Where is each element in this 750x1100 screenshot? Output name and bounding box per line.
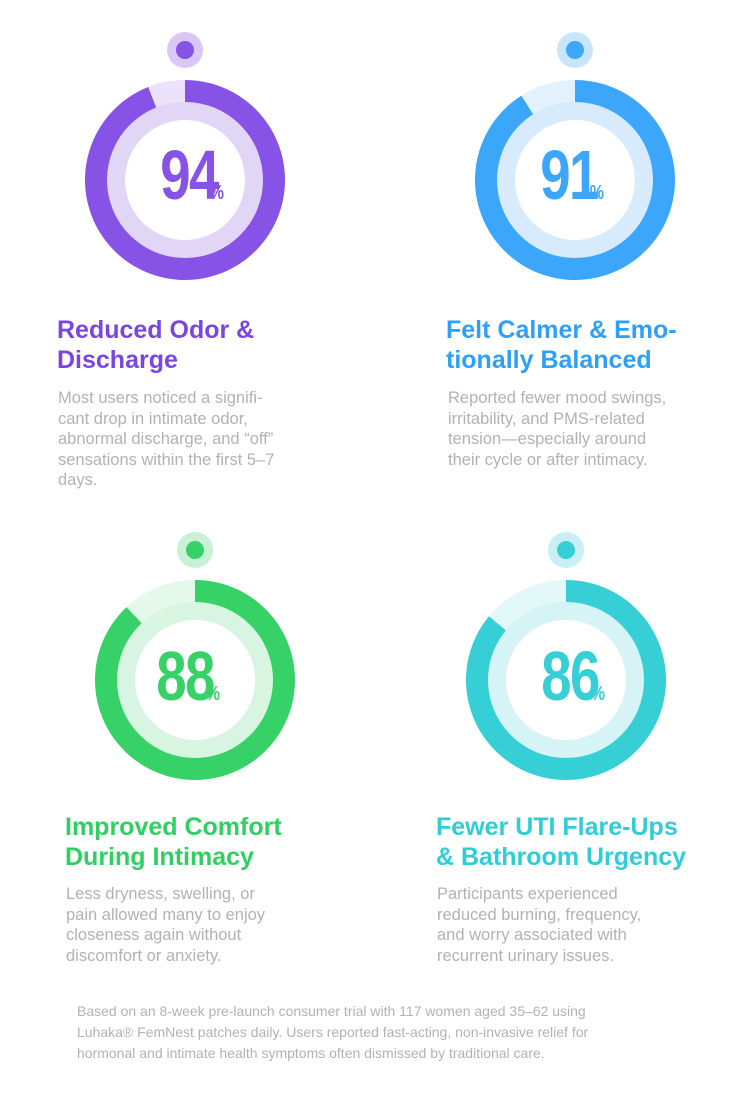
- stat-title-line: Reduced Odor &: [57, 316, 255, 344]
- stat-value: 86%: [464, 641, 667, 711]
- stat-title-line: Discharge: [57, 346, 178, 374]
- donut-gauge: [84, 32, 285, 280]
- stat-number: 86: [540, 637, 600, 715]
- stat-percent-sign: %: [590, 683, 605, 705]
- stat-card-calm: 91% Felt Calmer & Emo- tionally Balanced…: [445, 32, 750, 515]
- stat-title-line: Improved Comfort: [65, 813, 282, 841]
- stat-title-line: Felt Calmer & Emo-: [446, 316, 677, 344]
- stat-card-comfort: 88% Improved Comfort During Intimacy Les…: [65, 532, 395, 1015]
- stat-number: 88: [155, 637, 215, 715]
- footnote-line: Luhaka® FemNest patches daily. Users rep…: [77, 1024, 589, 1040]
- stat-description: Less dryness, swelling, or pain allowed …: [66, 884, 366, 966]
- stat-percent-sign: %: [205, 683, 220, 705]
- stat-title: Felt Calmer & Emo- tionally Balanced: [446, 315, 750, 375]
- footnote-line: hormonal and intimate health symptoms of…: [77, 1045, 545, 1061]
- stat-title-line: During Intimacy: [65, 843, 254, 871]
- stat-description-line: Reported fewer mood swings,: [448, 389, 667, 407]
- marker-dot: [176, 41, 194, 59]
- donut-gauge: [466, 532, 666, 780]
- stat-description-line: sensations within the first 5–7: [58, 450, 275, 469]
- stat-description-line: recurrent urinary issues.: [437, 946, 614, 965]
- stat-description-line: tension—especially around: [448, 430, 647, 448]
- stat-description-line: irritability, and PMS-related: [448, 409, 645, 428]
- stat-description-line: abnormal discharge, and “off”: [58, 430, 274, 448]
- study-footnote: Based on an 8-week pre-launch consumer t…: [77, 1001, 717, 1064]
- stat-value: 91%: [463, 140, 666, 210]
- stat-percent-sign: %: [209, 182, 224, 204]
- stat-description: Reported fewer mood swings, irritability…: [448, 388, 748, 470]
- stat-description-line: pain allowed many to enjoy: [66, 905, 266, 924]
- stat-value: 94%: [83, 140, 286, 210]
- stat-description: Most users noticed a signifi- cant drop …: [58, 388, 378, 491]
- stat-description-line: Participants experienced: [437, 885, 618, 903]
- stat-title: Fewer UTI Flare-Ups & Bathroom Urgency: [436, 812, 750, 872]
- marker-dot: [186, 541, 204, 559]
- stat-description-line: Most users noticed a signifi-: [58, 389, 263, 407]
- stat-title-line: Fewer UTI Flare-Ups: [436, 813, 678, 841]
- marker-dot: [557, 541, 575, 559]
- stat-description-line: their cycle or after intimacy.: [448, 450, 648, 469]
- donut-gauge: [94, 532, 295, 780]
- stat-description-line: and worry associated with: [437, 926, 627, 944]
- gauge-center: [135, 620, 255, 740]
- stat-description-line: closeness again without: [66, 926, 242, 944]
- stat-description-line: reduced burning, frequency,: [437, 905, 642, 924]
- gauge-center: [515, 120, 635, 240]
- gauge-center: [125, 120, 245, 240]
- stat-number: 94: [159, 136, 219, 214]
- stat-value: 88%: [79, 641, 282, 711]
- stat-title: Improved Comfort During Intimacy: [65, 812, 385, 872]
- stat-description-line: discomfort or anxiety.: [66, 946, 222, 965]
- stat-title-line: & Bathroom Urgency: [436, 843, 687, 871]
- gauge-center: [506, 620, 626, 740]
- stat-description-line: days.: [58, 471, 98, 489]
- stat-number: 91: [539, 136, 599, 214]
- stat-card-uti: 86% Fewer UTI Flare-Ups & Bathroom Urgen…: [436, 532, 750, 1015]
- donut-gauge: [475, 32, 675, 280]
- stat-description-line: cant drop in intimate odor,: [58, 409, 248, 428]
- footnote-line: Based on an 8-week pre-launch consumer t…: [77, 1003, 586, 1019]
- stat-title: Reduced Odor & Discharge: [57, 315, 377, 375]
- marker-dot: [566, 41, 584, 59]
- stat-percent-sign: %: [589, 182, 604, 204]
- stat-title-line: tionally Balanced: [446, 346, 652, 374]
- stat-card-odor: 94% Reduced Odor & Discharge Most users …: [55, 32, 385, 515]
- stat-description-line: Less dryness, swelling, or: [66, 885, 255, 903]
- stat-description: Participants experienced reduced burning…: [437, 884, 737, 966]
